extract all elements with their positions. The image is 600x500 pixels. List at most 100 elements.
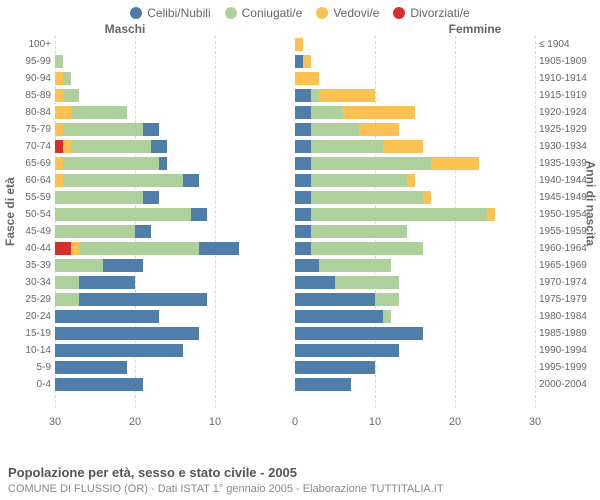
age-label: 5-9 (3, 359, 51, 376)
bar-segment (407, 174, 415, 187)
bar-segment (71, 106, 127, 119)
x-tick: 20 (449, 416, 461, 428)
age-row: 35-391965-1969 (55, 257, 535, 274)
female-bar (295, 174, 535, 187)
age-row: 0-42000-2004 (55, 376, 535, 393)
age-row: 25-291975-1979 (55, 291, 535, 308)
age-row: 10-141990-1994 (55, 342, 535, 359)
male-bar (55, 174, 295, 187)
age-label: 85-89 (3, 87, 51, 104)
bar-segment (55, 361, 127, 374)
age-label: 95-99 (3, 53, 51, 70)
age-row: 20-241980-1984 (55, 308, 535, 325)
bar-segment (79, 293, 207, 306)
bar-segment (295, 89, 311, 102)
legend-swatch (316, 7, 328, 19)
male-bar (55, 72, 295, 85)
age-row: 80-841920-1924 (55, 104, 535, 121)
bar-segment (295, 344, 399, 357)
age-row: 15-191985-1989 (55, 325, 535, 342)
bar-segment (55, 157, 63, 170)
birth-label: 1920-1924 (539, 104, 597, 121)
female-bar (295, 242, 535, 255)
bar-segment (375, 293, 399, 306)
female-title: Femmine (300, 22, 600, 36)
bar-segment (311, 208, 487, 221)
bar-segment (311, 89, 319, 102)
female-bar (295, 259, 535, 272)
bar-segment (295, 242, 311, 255)
birth-label: 1955-1959 (539, 223, 597, 240)
bar-segment (55, 174, 63, 187)
bar-segment (63, 89, 79, 102)
bar-segment (55, 310, 159, 323)
bar-segment (431, 157, 479, 170)
male-bar (55, 191, 295, 204)
bar-segment (79, 242, 199, 255)
bar-segment (311, 157, 431, 170)
male-bar (55, 310, 295, 323)
bar-segment (319, 89, 375, 102)
age-row: 50-541950-1954 (55, 206, 535, 223)
male-bar (55, 327, 295, 340)
bar-segment (311, 106, 343, 119)
bar-segment (383, 140, 423, 153)
bar-segment (55, 344, 183, 357)
male-bar (55, 344, 295, 357)
bar-segment (295, 191, 311, 204)
x-tick: 20 (129, 416, 141, 428)
chart-subtitle: COMUNE DI FLUSSIO (OR) - Dati ISTAT 1° g… (8, 482, 592, 496)
female-bar (295, 310, 535, 323)
bar-segment (55, 242, 71, 255)
age-label: 65-69 (3, 155, 51, 172)
birth-label: 1915-1919 (539, 87, 597, 104)
female-bar (295, 327, 535, 340)
birth-label: 1970-1974 (539, 274, 597, 291)
bar-segment (143, 123, 159, 136)
birth-label: 1910-1914 (539, 70, 597, 87)
age-row: 60-641940-1944 (55, 172, 535, 189)
bar-segment (295, 72, 319, 85)
age-label: 30-34 (3, 274, 51, 291)
bar-segment (295, 38, 303, 51)
birth-label: 1940-1944 (539, 172, 597, 189)
bar-segment (311, 242, 423, 255)
age-label: 100+ (3, 36, 51, 53)
bar-segment (423, 191, 431, 204)
legend-label: Vedovi/e (333, 6, 379, 20)
female-bar (295, 55, 535, 68)
x-tick: 30 (49, 416, 61, 428)
age-row: 75-791925-1929 (55, 121, 535, 138)
age-row: 40-441960-1964 (55, 240, 535, 257)
female-bar (295, 225, 535, 238)
bar-segment (63, 123, 143, 136)
plot: 100+≤ 190495-991905-190990-941910-191485… (55, 36, 535, 408)
x-tick: 0 (292, 416, 298, 428)
birth-label: 2000-2004 (539, 376, 597, 393)
bar-segment (55, 293, 79, 306)
bar-segment (295, 293, 375, 306)
birth-label: 1990-1994 (539, 342, 597, 359)
chart-title: Popolazione per età, sesso e stato civil… (8, 465, 592, 482)
birth-label: 1930-1934 (539, 138, 597, 155)
bar-segment (55, 89, 63, 102)
female-bar (295, 191, 535, 204)
male-bar (55, 276, 295, 289)
male-bar (55, 242, 295, 255)
birth-label: 1985-1989 (539, 325, 597, 342)
bar-segment (143, 191, 159, 204)
age-label: 70-74 (3, 138, 51, 155)
male-bar (55, 89, 295, 102)
bar-segment (295, 106, 311, 119)
gender-titles: Maschi Femmine (0, 22, 600, 36)
bar-segment (63, 157, 159, 170)
age-row: 85-891915-1919 (55, 87, 535, 104)
bar-segment (311, 140, 383, 153)
age-row: 95-991905-1909 (55, 53, 535, 70)
legend-label: Coniugati/e (242, 6, 303, 20)
bar-segment (319, 259, 391, 272)
male-title: Maschi (0, 22, 300, 36)
bar-segment (55, 327, 199, 340)
bar-segment (103, 259, 143, 272)
male-bar (55, 361, 295, 374)
